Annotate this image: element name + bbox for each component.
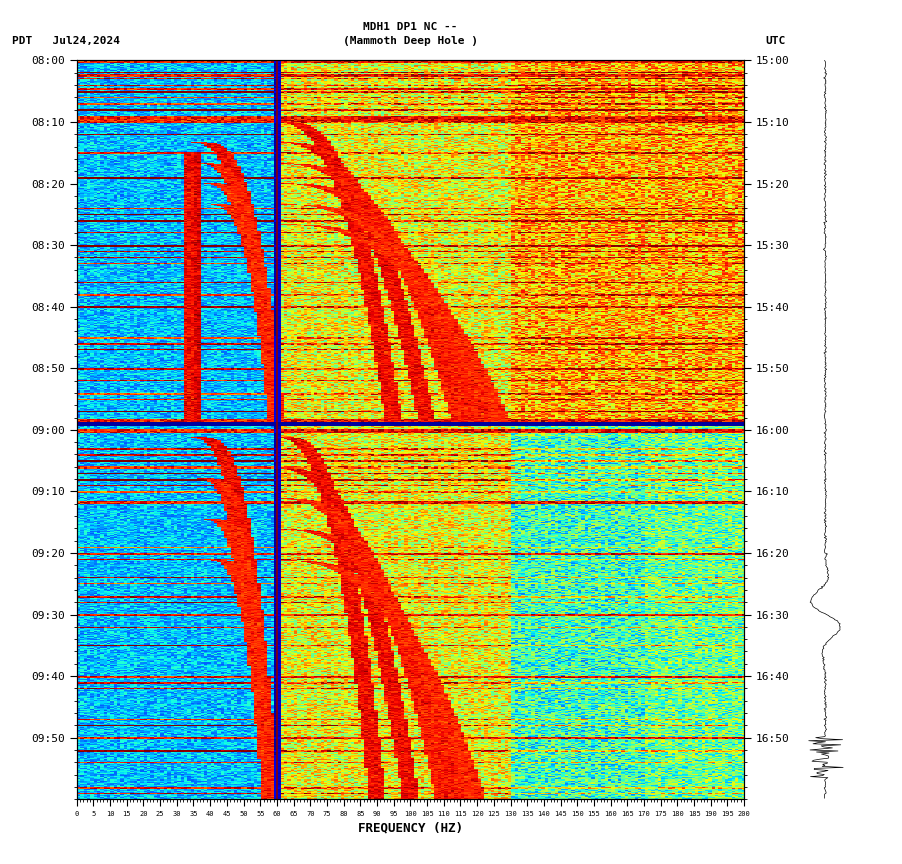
Text: (Mammoth Deep Hole ): (Mammoth Deep Hole ) [343,36,478,47]
Text: UTC: UTC [765,36,785,47]
X-axis label: FREQUENCY (HZ): FREQUENCY (HZ) [358,821,463,834]
Text: PDT   Jul24,2024: PDT Jul24,2024 [12,36,120,47]
Text: MDH1 DP1 NC --: MDH1 DP1 NC -- [364,22,457,32]
